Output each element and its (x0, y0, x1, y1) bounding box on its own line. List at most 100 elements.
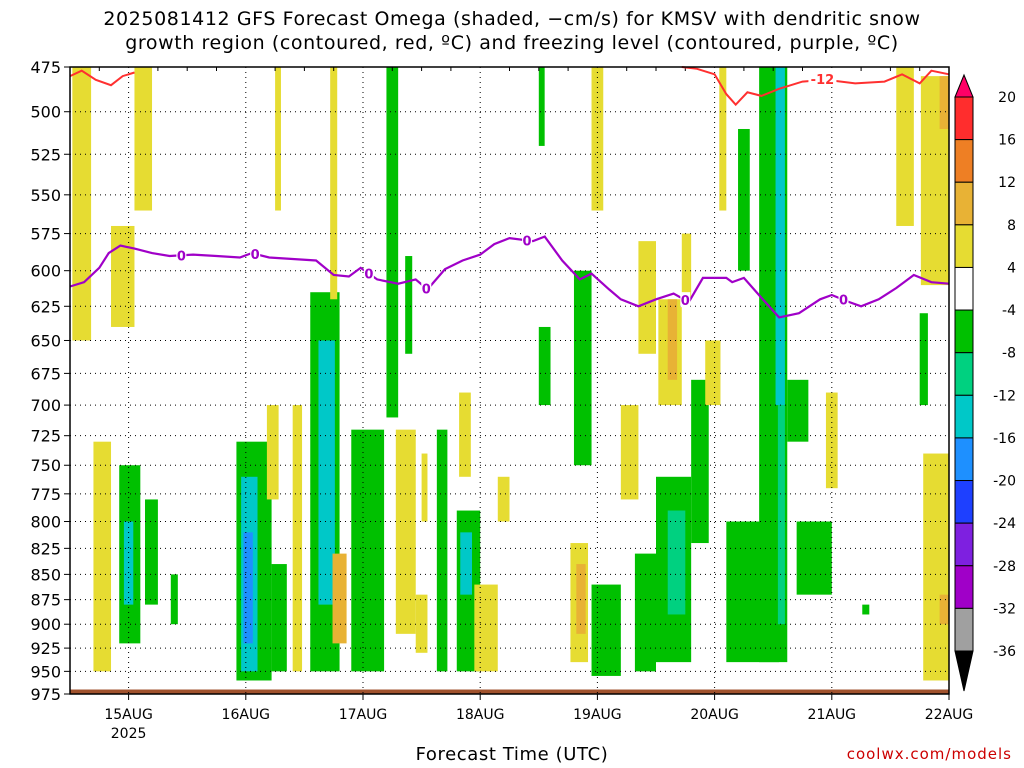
x-tick-label: 15AUG (104, 707, 153, 723)
x-axis-title: Forecast Time (UTC) (415, 744, 609, 765)
omega-cell (292, 405, 303, 672)
omega-cell (474, 584, 498, 672)
freezing-level-label: 0 (523, 234, 532, 249)
x-axis: 15AUG 2025 16AUG 17AUG 18AUG 19AUG 20AUG 21AUG 2… (104, 694, 973, 742)
omega-cell (111, 225, 135, 327)
omega-cell (318, 340, 335, 605)
chart-title-line-2: growth region (contoured, red, ºC) and f… (125, 32, 899, 54)
ground-fill (70, 689, 949, 694)
y-tick-label: 875 (30, 591, 61, 610)
colorbar-box (954, 266, 974, 311)
omega-cell (271, 564, 287, 672)
omega-cell (777, 405, 785, 625)
colorbar-label: -32 (993, 601, 1016, 617)
y-tick-label: 725 (30, 427, 61, 446)
omega-cell (787, 379, 809, 442)
omega-cell (691, 379, 709, 544)
colorbar-label: -12 (993, 388, 1016, 404)
freezing-label-bg (176, 247, 187, 263)
colorbar-label: -4 (1002, 303, 1016, 319)
chart-title-line-1: 2025081412 GFS Forecast Omega (shaded, −… (103, 8, 921, 30)
omega-cell (93, 441, 112, 672)
freezing-level-label: 0 (839, 294, 848, 309)
omega-cell (134, 67, 153, 211)
colorbar-label: -36 (993, 644, 1016, 660)
omega-cell (825, 392, 838, 489)
omega-cell (939, 594, 949, 625)
omega-cell (667, 299, 678, 380)
colorbar-box (954, 480, 974, 524)
omega-cell (573, 270, 592, 466)
freezing-label-bg (250, 245, 261, 261)
omega-cell (421, 453, 428, 522)
x-tick-label: 22AUG (925, 707, 974, 723)
ground-terrain (70, 689, 949, 694)
credit-link[interactable]: coolwx.com/models (846, 745, 1012, 763)
omega-cell (638, 241, 656, 354)
omega-cell (170, 574, 178, 625)
plot-frame (69, 66, 950, 695)
colorbar: 20 16 12 8 4 -4 -8 -12 -16 -20 -24 -28 -32 -36 (954, 73, 1016, 692)
omega-cell (919, 313, 928, 406)
dgz-contour-label: -12 (811, 73, 835, 88)
omega-cell (705, 340, 721, 406)
y-tick-label: 800 (30, 513, 61, 532)
omega-cell (351, 429, 385, 672)
y-tick-label: 975 (30, 685, 61, 704)
dgz-contour-line (69, 69, 135, 87)
colorbar-box (954, 96, 974, 141)
dgz-label-bg (808, 71, 837, 87)
y-tick-label: 950 (30, 662, 61, 681)
freezing-label-bg (680, 292, 691, 308)
colorbar-label: 4 (1007, 260, 1016, 276)
colorbar-label: 12 (998, 175, 1016, 191)
freezing-label-bg (838, 291, 849, 307)
freezing-label-bg (522, 232, 533, 248)
colorbar-label: 20 (998, 90, 1016, 106)
colorbar-box (954, 437, 974, 482)
omega-cell (395, 429, 416, 634)
colorbar-bottom-arrow (954, 650, 974, 692)
y-tick-label: 600 (30, 262, 61, 281)
colorbar-box (954, 181, 974, 226)
omega-cell (538, 326, 551, 406)
omega-cell (634, 553, 656, 672)
y-tick-label: 850 (30, 565, 61, 584)
x-tick-year-label: 2025 (111, 726, 147, 742)
y-tick-label: 900 (30, 615, 61, 634)
freezing-level-label: 0 (681, 294, 690, 309)
colorbar-box (954, 607, 974, 652)
colorbar-label: -8 (1002, 346, 1016, 362)
omega-cell (405, 256, 413, 354)
colorbar-box (954, 224, 974, 268)
y-tick-label: 500 (30, 103, 61, 122)
omega-cell (796, 521, 832, 595)
omega-cell (460, 532, 472, 595)
y-tick-label: 650 (30, 331, 61, 350)
omega-cell (591, 584, 621, 676)
colorbar-box (954, 139, 974, 183)
colorbar-label: -16 (993, 431, 1016, 447)
colorbar-label: -20 (993, 474, 1016, 490)
y-tick-label: 675 (30, 364, 61, 383)
y-tick-label: 475 (30, 58, 61, 77)
y-tick-label: 700 (30, 396, 61, 415)
colorbar-box (954, 394, 974, 439)
omega-cell (330, 67, 338, 300)
omega-cell (620, 405, 639, 500)
omega-cell (332, 553, 347, 644)
x-tick-label: 21AUG (808, 707, 857, 723)
omega-cell (459, 392, 471, 477)
x-tick-label: 17AUG (339, 707, 388, 723)
colorbar-box (954, 309, 974, 354)
colorbar-label: 8 (1007, 218, 1016, 234)
freezing-level-line (69, 235, 950, 319)
contours: 0 0 0 0 0 0 0 -12 (69, 66, 950, 319)
omega-cell (923, 453, 949, 681)
colorbar-box (954, 565, 974, 609)
omega-cell (72, 67, 92, 341)
freezing-level-label: 0 (177, 249, 186, 264)
omega-cell (145, 499, 158, 605)
omega-cell (775, 67, 785, 406)
